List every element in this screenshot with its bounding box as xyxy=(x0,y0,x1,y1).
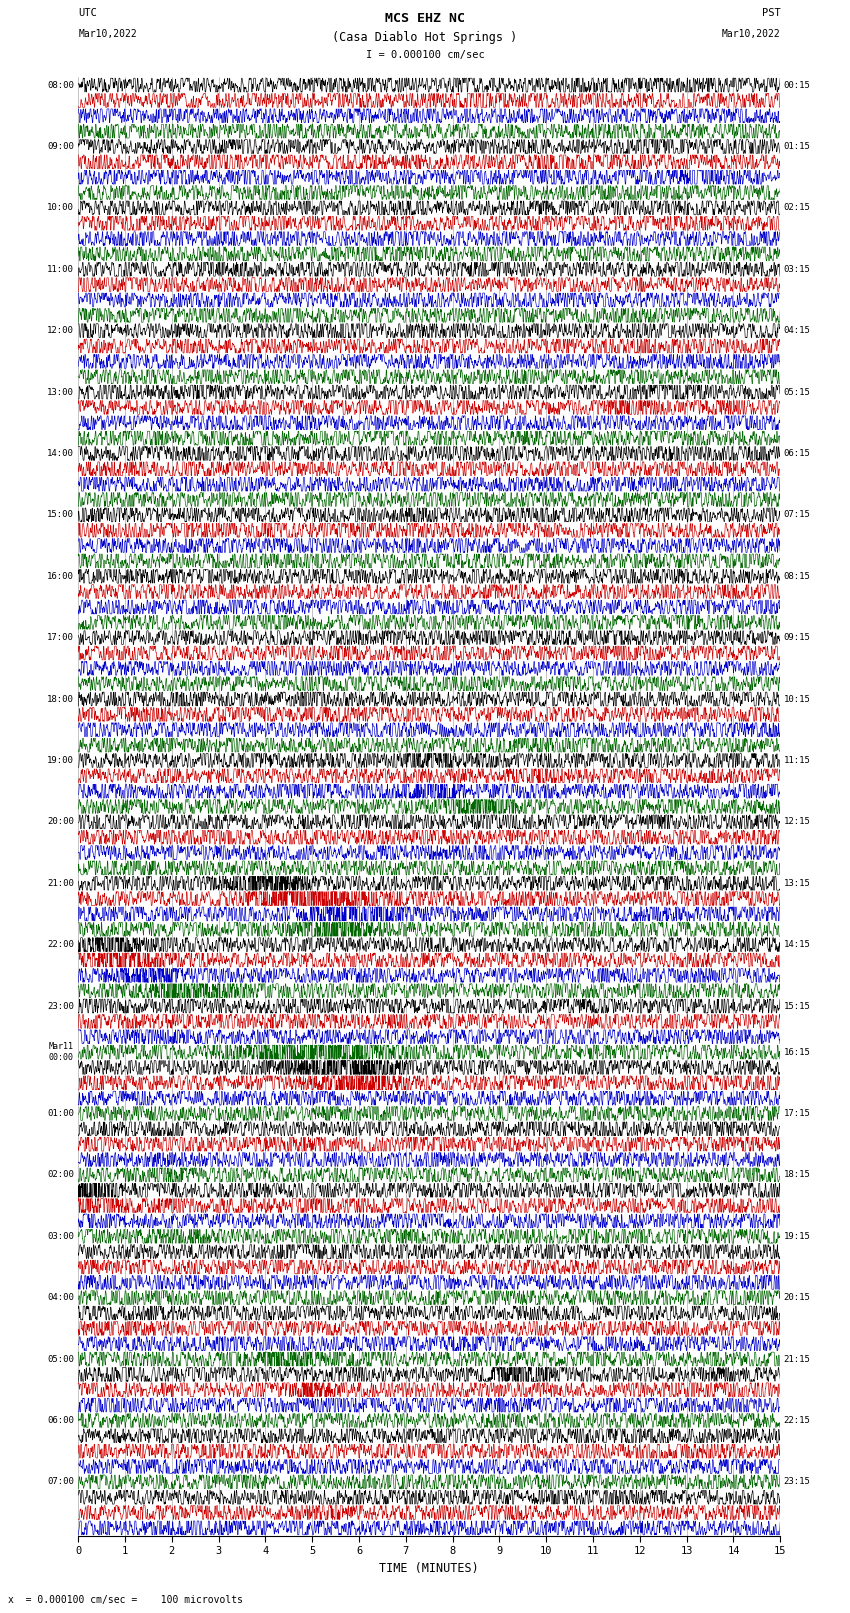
Text: 13:15: 13:15 xyxy=(784,879,811,887)
Text: 01:00: 01:00 xyxy=(47,1110,74,1118)
Text: MCS EHZ NC: MCS EHZ NC xyxy=(385,11,465,24)
Text: Mar11
00:00: Mar11 00:00 xyxy=(49,1042,74,1061)
Text: 12:00: 12:00 xyxy=(47,326,74,336)
Text: 03:15: 03:15 xyxy=(784,265,811,274)
Text: 09:15: 09:15 xyxy=(784,634,811,642)
Text: 16:15: 16:15 xyxy=(784,1047,811,1057)
Text: 11:15: 11:15 xyxy=(784,756,811,765)
Text: 14:15: 14:15 xyxy=(784,940,811,948)
Text: 07:15: 07:15 xyxy=(784,510,811,519)
Text: (Casa Diablo Hot Springs ): (Casa Diablo Hot Springs ) xyxy=(332,31,518,44)
Text: 12:15: 12:15 xyxy=(784,818,811,826)
Text: 18:00: 18:00 xyxy=(47,695,74,703)
Text: 14:00: 14:00 xyxy=(47,448,74,458)
Text: x  = 0.000100 cm/sec =    100 microvolts: x = 0.000100 cm/sec = 100 microvolts xyxy=(8,1595,243,1605)
Text: 11:00: 11:00 xyxy=(47,265,74,274)
Text: 19:00: 19:00 xyxy=(47,756,74,765)
Text: 10:00: 10:00 xyxy=(47,203,74,213)
Text: 21:00: 21:00 xyxy=(47,879,74,887)
Text: 18:15: 18:15 xyxy=(784,1171,811,1179)
Text: 08:00: 08:00 xyxy=(47,81,74,90)
Text: 04:00: 04:00 xyxy=(47,1294,74,1302)
Text: 09:00: 09:00 xyxy=(47,142,74,152)
Text: 16:00: 16:00 xyxy=(47,571,74,581)
Text: 07:00: 07:00 xyxy=(47,1478,74,1486)
Text: PST: PST xyxy=(762,8,780,18)
Text: Mar10,2022: Mar10,2022 xyxy=(78,29,137,39)
Text: Mar10,2022: Mar10,2022 xyxy=(722,29,780,39)
Text: 17:00: 17:00 xyxy=(47,634,74,642)
Text: 19:15: 19:15 xyxy=(784,1232,811,1240)
Text: 15:00: 15:00 xyxy=(47,510,74,519)
Text: 22:15: 22:15 xyxy=(784,1416,811,1424)
Text: 02:15: 02:15 xyxy=(784,203,811,213)
Text: 15:15: 15:15 xyxy=(784,1002,811,1010)
Text: 06:00: 06:00 xyxy=(47,1416,74,1424)
Text: 06:15: 06:15 xyxy=(784,448,811,458)
Text: UTC: UTC xyxy=(78,8,97,18)
Text: I = 0.000100 cm/sec: I = 0.000100 cm/sec xyxy=(366,50,484,60)
Text: 22:00: 22:00 xyxy=(47,940,74,948)
Text: 05:00: 05:00 xyxy=(47,1355,74,1363)
Text: 23:00: 23:00 xyxy=(47,1002,74,1010)
Text: 10:15: 10:15 xyxy=(784,695,811,703)
Text: 08:15: 08:15 xyxy=(784,571,811,581)
Text: 03:00: 03:00 xyxy=(47,1232,74,1240)
Text: 05:15: 05:15 xyxy=(784,387,811,397)
Text: 02:00: 02:00 xyxy=(47,1171,74,1179)
Text: 20:15: 20:15 xyxy=(784,1294,811,1302)
Text: 04:15: 04:15 xyxy=(784,326,811,336)
Text: 23:15: 23:15 xyxy=(784,1478,811,1486)
Text: 00:15: 00:15 xyxy=(784,81,811,90)
Text: 13:00: 13:00 xyxy=(47,387,74,397)
Text: 21:15: 21:15 xyxy=(784,1355,811,1363)
X-axis label: TIME (MINUTES): TIME (MINUTES) xyxy=(379,1561,479,1574)
Text: 20:00: 20:00 xyxy=(47,818,74,826)
Text: 01:15: 01:15 xyxy=(784,142,811,152)
Text: 17:15: 17:15 xyxy=(784,1110,811,1118)
